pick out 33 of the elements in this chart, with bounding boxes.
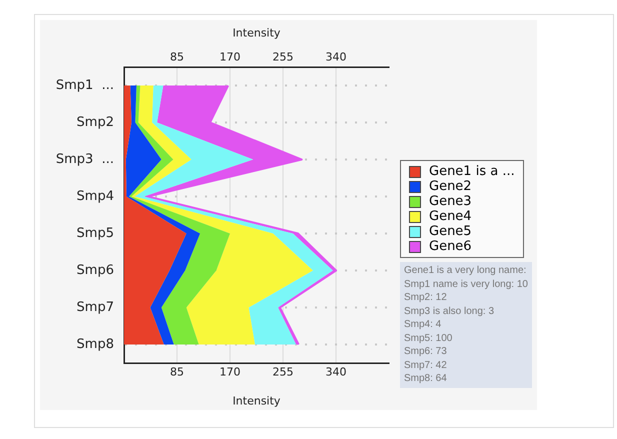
y-tick-label: Smp1 ... xyxy=(56,78,114,93)
y-tick-label: Smp8 xyxy=(76,336,114,352)
y-tick-label: Smp5 xyxy=(76,226,114,241)
text: Smp3 is also long: 3 xyxy=(404,304,496,318)
y-tick-label: Smp4 xyxy=(76,188,114,204)
x-tick-label: 255 xyxy=(272,365,294,378)
x2-tick-label: 85 xyxy=(170,50,184,64)
text: Smp5: 100 xyxy=(404,332,454,345)
x2-axis-title: Intensity xyxy=(232,26,281,40)
text: Smp2: 12 xyxy=(404,291,448,304)
x2-tick-label: 255 xyxy=(272,50,294,64)
text: Smp6: 73 xyxy=(404,345,448,358)
x2-tick-label: 340 xyxy=(326,50,346,64)
x2-tick-label: 170 xyxy=(220,50,240,64)
y-tick-label: Smp3 ... xyxy=(56,152,114,167)
y-tick-label: Smp7 xyxy=(76,300,114,315)
text: Smp1 name is very long: 10 xyxy=(404,278,528,291)
x-tick-label: 170 xyxy=(220,365,240,378)
legend-label: Gene5 xyxy=(429,224,472,239)
text: Smp4: 4 xyxy=(404,318,442,332)
y-tick-label: Smp2 xyxy=(76,114,114,130)
x-tick-label: 340 xyxy=(326,365,346,378)
text: Gene1 is a very long name: xyxy=(404,264,528,278)
legend-label: Gene1 is a ... xyxy=(429,164,515,179)
text: Smp7: 42 xyxy=(404,358,448,372)
x-axis-title: Intensity xyxy=(232,394,281,408)
text: Smp8: 64 xyxy=(404,372,448,386)
x-tick-label: 85 xyxy=(170,365,184,378)
legend-label: Gene4 xyxy=(429,209,472,224)
y-tick-label: Smp6 xyxy=(76,262,114,278)
legend-label: Gene2 xyxy=(429,179,472,194)
legend-label: Gene3 xyxy=(429,194,472,209)
legend-label: Gene6 xyxy=(429,239,472,254)
